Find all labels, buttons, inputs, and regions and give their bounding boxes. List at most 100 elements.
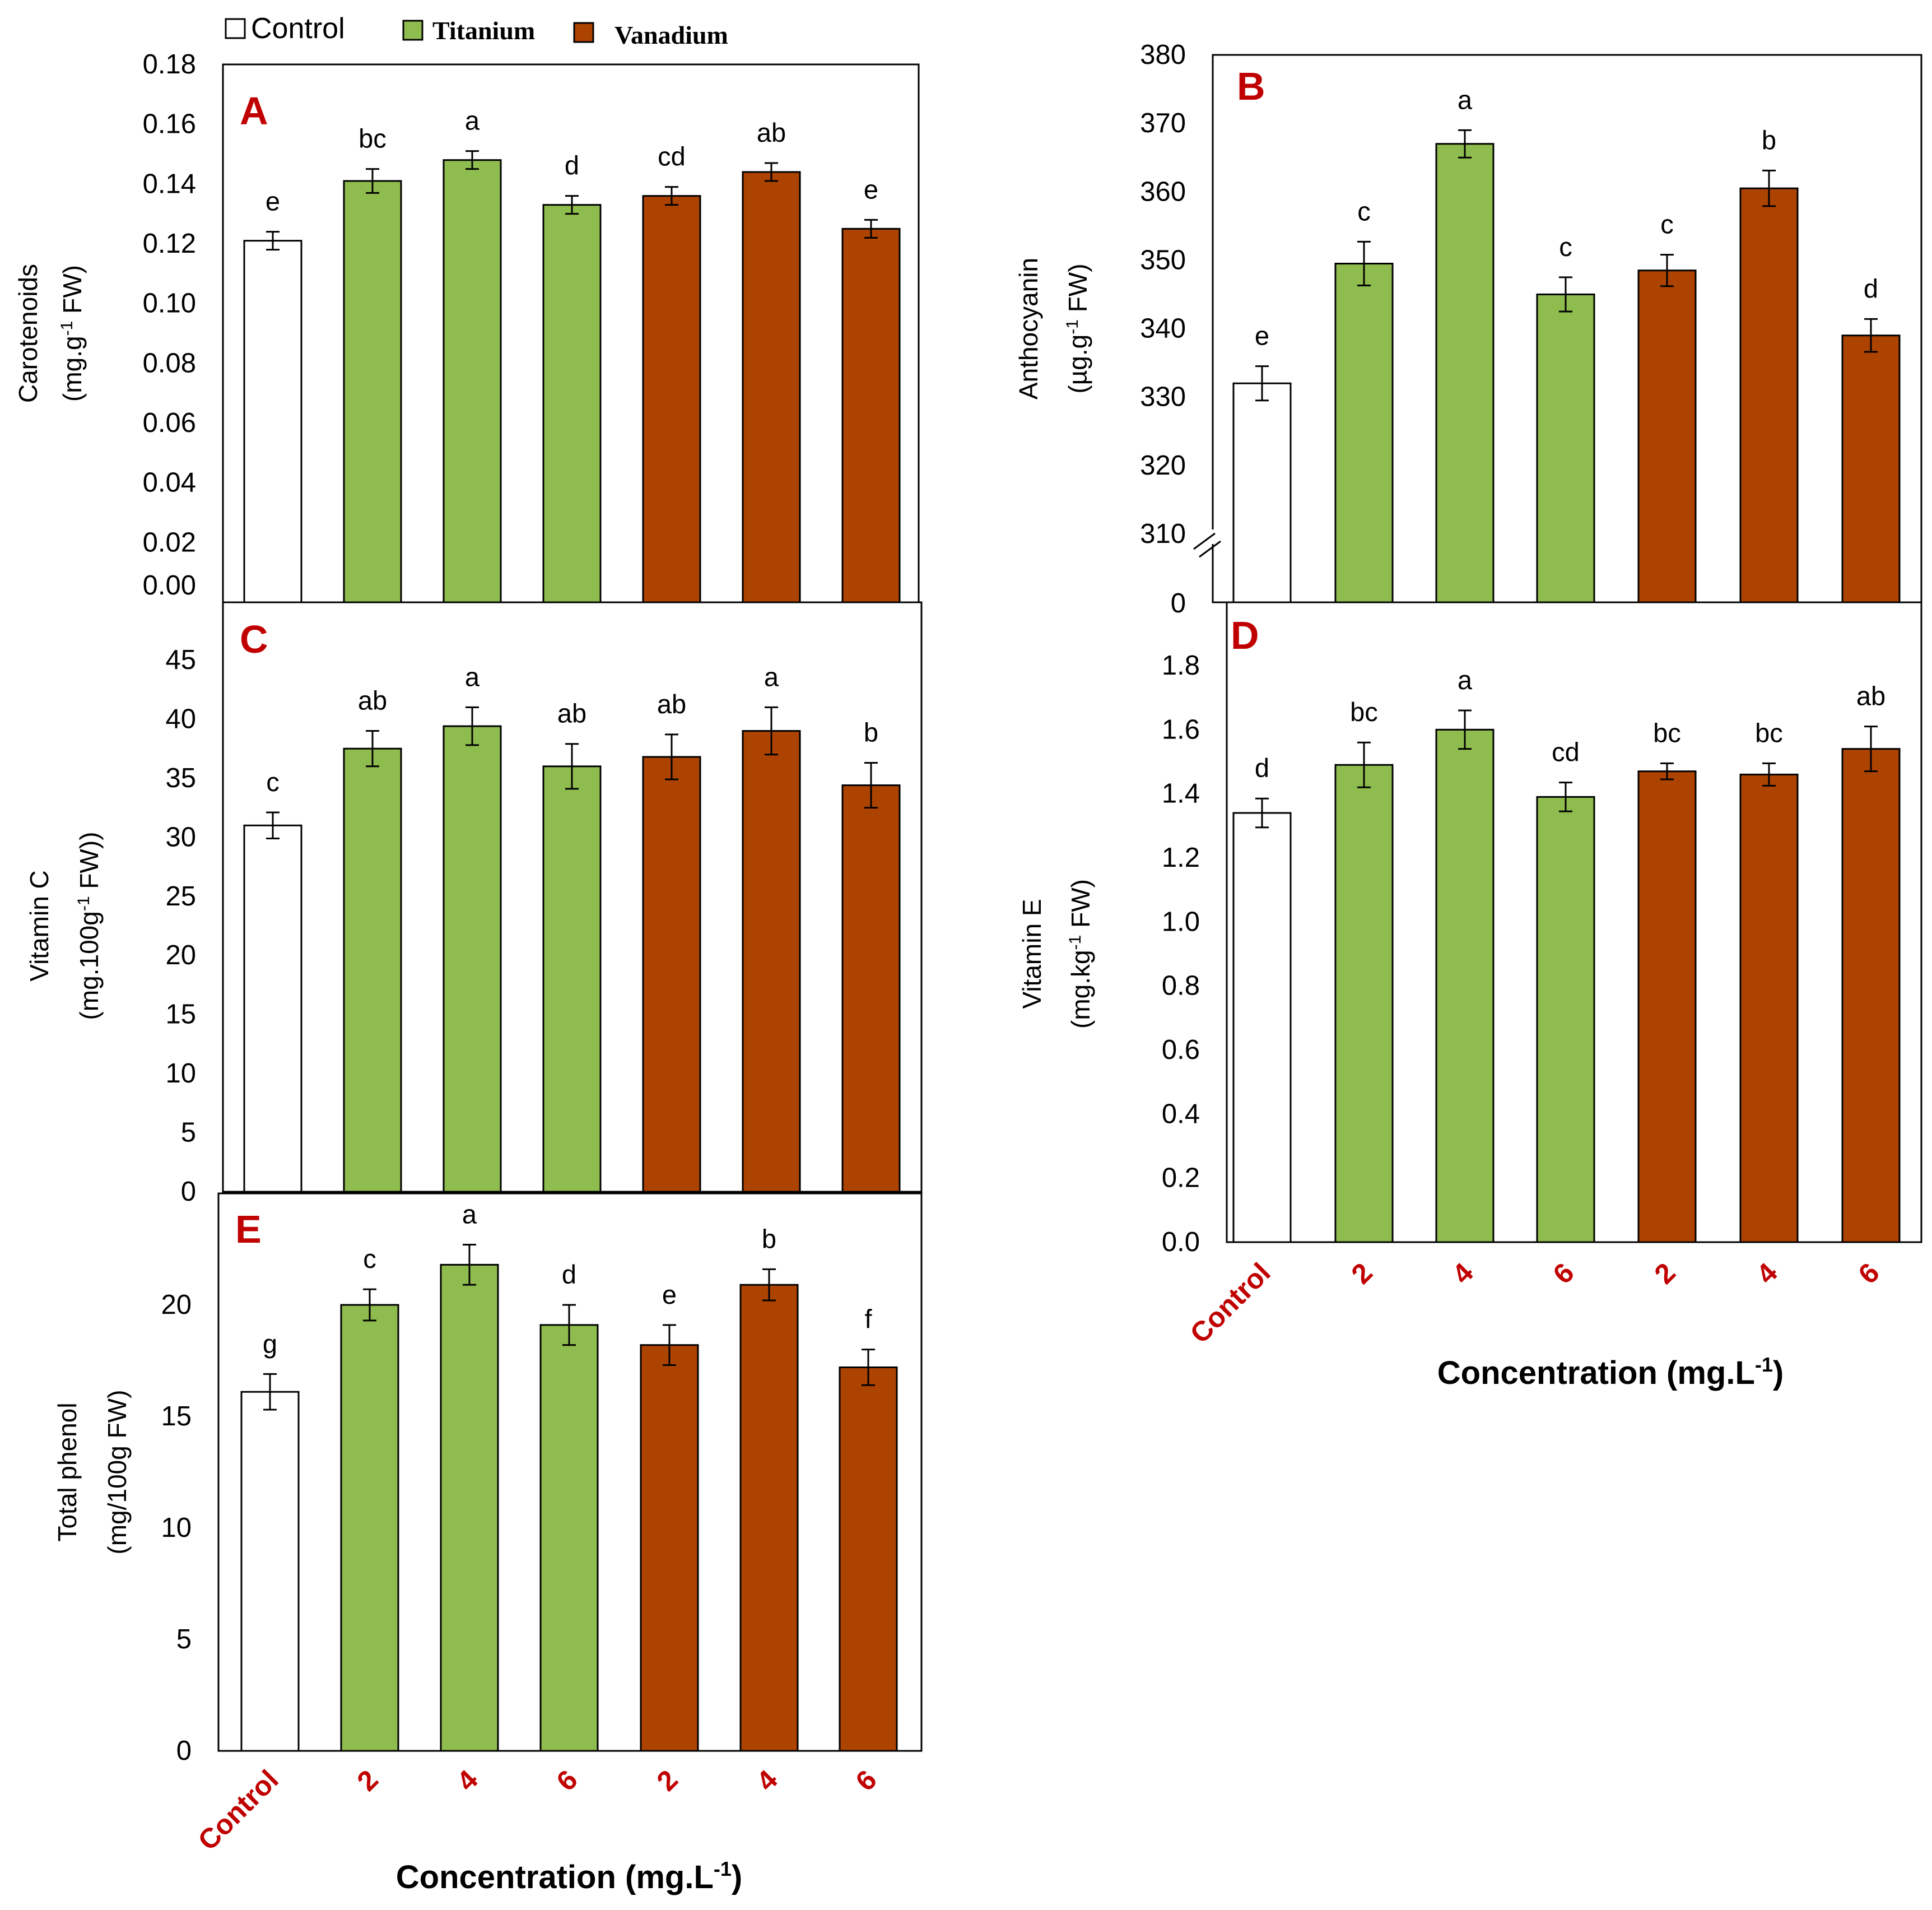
x-axis-title-sup: -1 (714, 1857, 732, 1880)
y-tick-label: 320 (1140, 450, 1186, 481)
x-category-label: 4 (451, 1764, 484, 1797)
bar (539, 1324, 599, 1752)
y-tick-label: 370 (1140, 108, 1186, 138)
x-axis-left: Control 2 4 6 2 4 6 Concentration (mg.L-1) (192, 1764, 883, 1895)
x-category-label: 4 (1751, 1257, 1784, 1290)
significance-letter: c (266, 767, 280, 797)
bar (542, 204, 602, 603)
x-axis-title-text: Concentration (mg.L (1437, 1355, 1755, 1391)
x-category-label: Control (192, 1764, 285, 1856)
significance-letter: a (1458, 665, 1473, 695)
y-tick-label: 0.18 (143, 49, 196, 80)
bar (742, 730, 801, 1193)
bar (642, 195, 701, 603)
significance-letter: cd (1552, 737, 1580, 767)
y-tick-label: 1.2 (1162, 843, 1200, 873)
y-tick-label: 0.16 (143, 109, 196, 140)
panel-letter: D (1231, 614, 1259, 657)
y-tick-label: 0.6 (1162, 1035, 1200, 1065)
legend: Control Titanium Vanadium (225, 12, 728, 49)
y-tick-label: 0 (176, 1736, 192, 1766)
significance-letter: b (762, 1224, 776, 1253)
panel-c: 0 5 10 15 20 25 30 35 40 45 Vitamin C (mg.100g-1 FW… (25, 601, 923, 1207)
y-tick-label: 25 (165, 881, 196, 912)
y-axis-title-suffix: FW)) (75, 832, 104, 896)
y-tick-label: 5 (176, 1624, 192, 1655)
y-axis-title-line1: Vitamin E (1017, 899, 1046, 1009)
legend-swatch-titanium (402, 20, 423, 41)
panel-a: 0.00 0.02 0.04 0.06 0.08 0.10 0.12 0.14 0.16 0.18… (13, 49, 920, 603)
significance-letter: bc (1755, 718, 1783, 747)
y-tick-label: 0.14 (143, 169, 196, 199)
panel-e: 0 5 10 15 20 Total phenol (mg/100g FW) g c a d e b f E (53, 1192, 923, 1766)
bar (1739, 773, 1799, 1243)
x-category-label: 2 (1346, 1257, 1379, 1290)
significance-letter: bc (1653, 718, 1681, 747)
panel-letter: A (240, 89, 268, 133)
panel-letter: B (1237, 64, 1265, 108)
significance-letter: c (1357, 196, 1371, 226)
bar (243, 240, 302, 603)
y-axis-title-line2: (mg.kg-1 FW) (1066, 879, 1095, 1029)
significance-letter: c (1559, 232, 1572, 262)
y-tick-label: 340 (1140, 314, 1186, 344)
y-tick-label: 0 (181, 1177, 196, 1207)
y-axis-title-line1: Total phenol (53, 1402, 82, 1541)
y-tick-label: 40 (165, 704, 196, 734)
y-axis-title-unit: (mg/100g FW) (103, 1390, 132, 1555)
x-category-label: 4 (751, 1764, 784, 1797)
bar (841, 784, 901, 1193)
significance-letter: b (1762, 125, 1776, 155)
significance-letter: bc (1350, 697, 1378, 727)
y-tick-label: 0.08 (143, 348, 196, 378)
bar (1739, 187, 1799, 603)
x-category-label: 6 (551, 1764, 584, 1797)
significance-letter: ab (557, 699, 586, 728)
y-tick-label: 30 (165, 822, 196, 852)
bar (1435, 143, 1495, 603)
y-tick-label: 310 (1140, 519, 1186, 549)
y-axis-title-unit: (µg.g (1063, 334, 1092, 394)
y-tick-label: 0.4 (1162, 1099, 1200, 1129)
y-tick-label: 0.12 (143, 229, 196, 259)
y-tick-label: 380 (1140, 40, 1186, 70)
y-axis-title-sup: -1 (75, 896, 93, 911)
x-axis-title-sup: -1 (1755, 1353, 1773, 1376)
significance-letter: ab (1856, 681, 1886, 711)
bar (1232, 812, 1292, 1243)
significance-letter: c (1660, 210, 1674, 239)
bar (1536, 796, 1595, 1243)
bar (742, 171, 801, 603)
bar (343, 747, 402, 1193)
x-category-label: 2 (1649, 1257, 1682, 1290)
axis-break-mark (1193, 532, 1216, 550)
significance-letter: ab (358, 686, 387, 715)
y-axis-title-line1: Anthocyanin (1014, 258, 1043, 399)
y-tick-label: 0.04 (143, 468, 196, 498)
bar (1841, 748, 1901, 1243)
bar (1334, 764, 1394, 1243)
significance-letter: a (1458, 85, 1473, 114)
legend-label-control: Control (251, 12, 345, 45)
y-tick-label: 0.00 (143, 570, 196, 601)
y-tick-label: 15 (161, 1401, 192, 1432)
bar (739, 1284, 799, 1752)
x-category-label: 2 (651, 1764, 684, 1797)
y-axis-title-line1: Vitamin C (25, 870, 54, 982)
significance-letter: bc (359, 124, 387, 154)
legend-label-vanadium: Vanadium (614, 21, 728, 49)
significance-letter: ab (757, 118, 786, 147)
axis-break-gap (1205, 529, 1221, 544)
significance-letter: e (662, 1280, 677, 1309)
bar (243, 824, 302, 1193)
bar (841, 227, 901, 603)
significance-letter: d (565, 151, 579, 180)
y-tick-label: 350 (1140, 245, 1186, 275)
bar (640, 1344, 699, 1752)
x-category-label: Control (1184, 1257, 1277, 1349)
x-category-label: 6 (1852, 1257, 1886, 1290)
bar (1536, 293, 1595, 603)
bar (1334, 262, 1394, 603)
bar (443, 725, 502, 1193)
